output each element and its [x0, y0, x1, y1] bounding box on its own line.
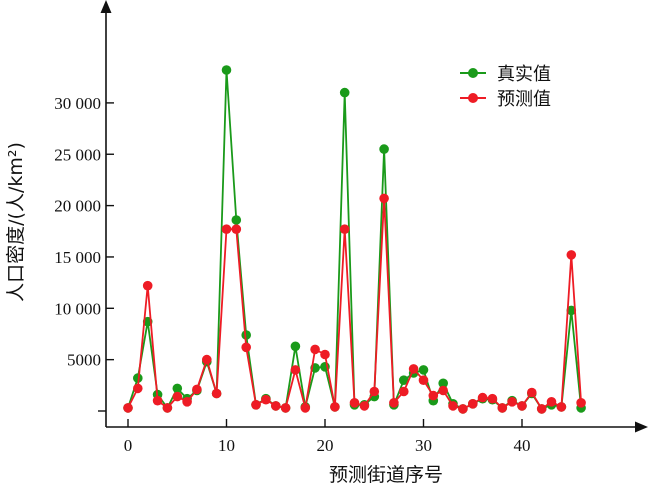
data-point-0	[418, 365, 429, 375]
data-point-0	[221, 65, 232, 75]
data-point-1	[497, 403, 508, 413]
data-point-1	[211, 388, 222, 399]
data-point-0	[231, 215, 242, 225]
data-point-1	[330, 402, 340, 412]
data-point-1	[438, 385, 449, 396]
data-point-1	[231, 224, 242, 234]
data-point-1	[182, 397, 192, 407]
data-point-1	[399, 386, 409, 397]
x-tick-label: 10	[218, 436, 235, 455]
data-point-0	[290, 341, 301, 352]
data-point-1	[261, 394, 271, 405]
data-point-1	[536, 404, 547, 414]
data-point-1	[241, 342, 251, 353]
x-tick-label: 0	[124, 436, 133, 455]
data-point-1	[517, 401, 527, 411]
data-point-1	[389, 398, 399, 408]
data-point-1	[162, 403, 173, 413]
legend-item-pred: 预测值	[460, 89, 551, 110]
y-tick-label: 15 000	[54, 248, 101, 267]
series-line-0	[127, 69, 582, 410]
data-point-1	[477, 392, 488, 403]
y-tick-label: 30 000	[54, 94, 101, 113]
x-axis-title: 预测街道序号	[329, 464, 443, 486]
data-point-1	[546, 397, 557, 407]
data-point-1	[152, 395, 163, 406]
axes	[100, 0, 648, 433]
y-tick-label: 20 000	[54, 197, 101, 216]
data-point-1	[251, 400, 261, 410]
data-point-0	[172, 383, 183, 394]
x-axis-arrow	[635, 421, 648, 433]
legend-label-pred: 预测值	[497, 89, 551, 110]
data-point-1	[172, 391, 183, 402]
data-point-1	[359, 401, 370, 411]
data-point-1	[349, 398, 360, 408]
data-point-1	[221, 224, 232, 234]
data-point-0	[399, 375, 409, 386]
data-point-1	[202, 354, 212, 365]
data-point-1	[487, 393, 498, 404]
data-point-0	[133, 373, 143, 383]
y-tick-label: 25 000	[54, 145, 101, 164]
data-point-1	[507, 397, 517, 407]
data-point-1	[418, 375, 429, 386]
data-point-1	[290, 365, 301, 375]
x-tick-label: 30	[415, 436, 432, 455]
series-line-1	[127, 197, 582, 410]
data-point-0	[339, 87, 350, 98]
data-point-1	[527, 387, 537, 398]
data-point-0	[379, 144, 389, 154]
x-tick-label: 40	[514, 436, 531, 455]
legend-item-true: 真实值	[460, 64, 551, 85]
data-point-1	[448, 401, 458, 411]
data-point-1	[320, 349, 330, 360]
legend: 真实值 预测值	[460, 64, 551, 110]
y-tick-label: 5000	[67, 351, 101, 370]
y-ticks: 5000 10 000 15 000 20 000 25 000 30 000	[54, 94, 114, 412]
y-axis-arrow	[100, 0, 112, 13]
data-point-1	[458, 404, 468, 414]
y-axis-title: 人口密度/(人/km²)	[5, 142, 27, 302]
legend-swatch-pred-marker	[468, 93, 478, 103]
data-point-0	[241, 330, 251, 340]
data-point-1	[123, 403, 133, 413]
legend-swatch-true-marker	[468, 68, 478, 78]
data-point-1	[468, 399, 478, 409]
data-point-0	[438, 378, 449, 389]
series-layer	[123, 65, 586, 414]
x-ticks: 0 10 20 30 40	[124, 419, 531, 455]
data-point-1	[369, 386, 380, 397]
x-tick-label: 20	[317, 436, 334, 455]
data-point-1	[339, 224, 350, 234]
legend-label-true: 真实值	[497, 64, 551, 85]
data-point-1	[428, 390, 439, 401]
data-point-1	[566, 250, 577, 260]
data-point-1	[408, 364, 419, 374]
data-point-1	[271, 401, 281, 411]
data-point-1	[133, 383, 143, 394]
data-point-1	[379, 193, 389, 204]
data-point-1	[192, 384, 202, 395]
data-point-1	[300, 403, 311, 413]
data-point-1	[556, 402, 567, 412]
data-point-1	[310, 344, 320, 355]
data-point-1	[142, 280, 153, 291]
y-tick-label: 10 000	[54, 299, 101, 318]
data-point-1	[280, 403, 291, 413]
data-point-0	[566, 305, 577, 316]
data-point-1	[576, 398, 586, 408]
